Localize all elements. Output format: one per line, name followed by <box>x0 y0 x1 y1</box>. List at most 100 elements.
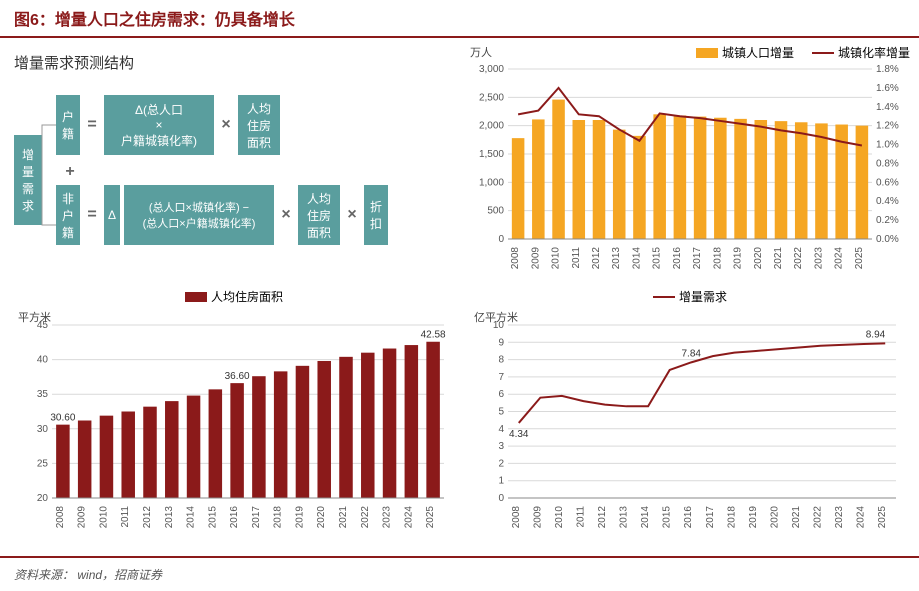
source-text: wind，招商证券 <box>77 568 162 582</box>
flow-bracket: (总人口×城镇化率) − (总人口×户籍城镇化率) <box>124 185 274 245</box>
svg-text:8: 8 <box>498 355 504 366</box>
svg-text:2012: 2012 <box>597 506 608 529</box>
svg-text:2024: 2024 <box>403 506 414 529</box>
svg-text:2021: 2021 <box>338 506 349 529</box>
svg-text:2024: 2024 <box>856 506 867 529</box>
svg-text:20: 20 <box>37 493 49 504</box>
svg-text:4.34: 4.34 <box>509 429 529 440</box>
source-footer: 资料来源： wind，招商证券 <box>0 556 919 591</box>
svg-text:2021: 2021 <box>791 506 802 529</box>
svg-text:3,000: 3,000 <box>479 64 504 75</box>
figure-header: 图6：增量人口之住房需求：仍具备增长 <box>0 0 919 38</box>
svg-text:7.84: 7.84 <box>681 348 701 359</box>
flow-area1: 人均住房面积 <box>238 95 280 155</box>
svg-text:2010: 2010 <box>554 506 565 529</box>
svg-text:2011: 2011 <box>571 247 582 269</box>
svg-text:45: 45 <box>37 320 49 331</box>
svg-text:2013: 2013 <box>619 506 630 529</box>
svg-text:2012: 2012 <box>591 247 602 270</box>
svg-text:7: 7 <box>498 372 504 383</box>
urban-pop-chart: 万人 城镇人口增量 城镇化率增量 05001,0001,5002,0002,50… <box>470 44 910 284</box>
flow-huji: 户籍 <box>56 95 80 155</box>
svg-text:10: 10 <box>493 320 505 331</box>
flow-area2: 人均住房面积 <box>298 185 340 245</box>
flow-feihuji: 非户籍 <box>56 185 80 245</box>
flow-diagram: 增量需求预测结构 增量需求 户籍 = Δ(总人口 × 户籍城镇化率) × 人均住… <box>14 52 454 272</box>
svg-text:2017: 2017 <box>692 247 703 270</box>
svg-text:1.8%: 1.8% <box>876 64 899 75</box>
svg-text:9: 9 <box>498 337 504 348</box>
chart-tr-legend: 万人 城镇人口增量 城镇化率增量 <box>470 44 910 61</box>
svg-text:2017: 2017 <box>251 506 262 529</box>
svg-text:2014: 2014 <box>186 506 197 529</box>
svg-text:2025: 2025 <box>425 506 436 529</box>
svg-text:2018: 2018 <box>726 506 737 529</box>
legend-bl: 人均住房面积 <box>185 288 283 305</box>
figure-title: 图6：增量人口之住房需求：仍具备增长 <box>14 6 905 30</box>
svg-text:8.94: 8.94 <box>866 329 886 340</box>
svg-text:1.6%: 1.6% <box>876 83 899 94</box>
svg-text:2023: 2023 <box>382 506 393 529</box>
op-eq2: = <box>84 206 100 224</box>
svg-text:42.58: 42.58 <box>421 330 446 341</box>
svg-text:2010: 2010 <box>551 247 562 270</box>
svg-text:2011: 2011 <box>120 506 131 528</box>
svg-text:2009: 2009 <box>532 506 543 529</box>
op-eq: = <box>84 116 100 134</box>
svg-text:2,500: 2,500 <box>479 92 504 103</box>
op-plus: + <box>62 163 78 181</box>
flow-root: 增量需求 <box>14 135 42 225</box>
svg-text:2025: 2025 <box>854 247 865 270</box>
svg-text:2015: 2015 <box>662 506 673 529</box>
svg-text:36.60: 36.60 <box>225 371 250 382</box>
svg-text:2008: 2008 <box>55 506 66 529</box>
svg-text:1.4%: 1.4% <box>876 102 899 113</box>
svg-text:5: 5 <box>498 407 504 418</box>
svg-text:0.4%: 0.4% <box>876 196 899 207</box>
svg-text:2023: 2023 <box>813 247 824 270</box>
svg-text:2020: 2020 <box>769 506 780 529</box>
chart-br-legend: 增量需求 <box>470 288 910 305</box>
svg-text:40: 40 <box>37 355 49 366</box>
demand-chart: 增量需求 亿平方米0123456789104.347.848.942008200… <box>470 288 910 543</box>
svg-text:2013: 2013 <box>164 506 175 529</box>
svg-text:30: 30 <box>37 424 49 435</box>
svg-text:1,000: 1,000 <box>479 177 504 188</box>
svg-text:2022: 2022 <box>360 506 371 529</box>
housing-area-chart: 人均住房面积 平方米20253035404530.6036.6042.58200… <box>14 288 454 543</box>
svg-text:0: 0 <box>498 493 504 504</box>
svg-text:2: 2 <box>498 458 504 469</box>
chart-br-svg: 亿平方米0123456789104.347.848.94200820092010… <box>470 307 910 542</box>
svg-text:2020: 2020 <box>316 506 327 529</box>
svg-text:1.2%: 1.2% <box>876 121 899 132</box>
ylabel-left: 万人 <box>470 44 492 61</box>
svg-text:2025: 2025 <box>877 506 888 529</box>
legend-line: 城镇化率增量 <box>812 44 910 61</box>
svg-text:1: 1 <box>498 476 504 487</box>
svg-text:2022: 2022 <box>813 506 824 529</box>
svg-text:2,000: 2,000 <box>479 121 504 132</box>
chart-tr-svg: 05001,0001,5002,0002,5003,0000.0%0.2%0.4… <box>470 63 910 283</box>
flow-discount: 折扣 <box>364 185 388 245</box>
svg-text:3: 3 <box>498 441 504 452</box>
source-label: 资料来源： <box>14 568 74 582</box>
svg-text:2019: 2019 <box>733 247 744 270</box>
svg-text:2011: 2011 <box>575 506 586 528</box>
op-mul2: × <box>278 206 294 224</box>
svg-text:2009: 2009 <box>530 247 541 270</box>
svg-text:2009: 2009 <box>77 506 88 529</box>
svg-text:2017: 2017 <box>705 506 716 529</box>
svg-text:2014: 2014 <box>631 247 642 270</box>
svg-text:2016: 2016 <box>683 506 694 529</box>
svg-text:2013: 2013 <box>611 247 622 270</box>
svg-text:2008: 2008 <box>510 247 521 270</box>
chart-bl-svg: 平方米20253035404530.6036.6042.582008200920… <box>14 307 454 542</box>
flow-delta2: Δ <box>104 185 120 245</box>
flow-title: 增量需求预测结构 <box>14 52 454 73</box>
svg-text:2018: 2018 <box>273 506 284 529</box>
svg-text:2018: 2018 <box>712 247 723 270</box>
svg-text:2020: 2020 <box>753 247 764 270</box>
svg-text:0: 0 <box>498 234 504 245</box>
svg-text:2023: 2023 <box>834 506 845 529</box>
svg-text:6: 6 <box>498 389 504 400</box>
